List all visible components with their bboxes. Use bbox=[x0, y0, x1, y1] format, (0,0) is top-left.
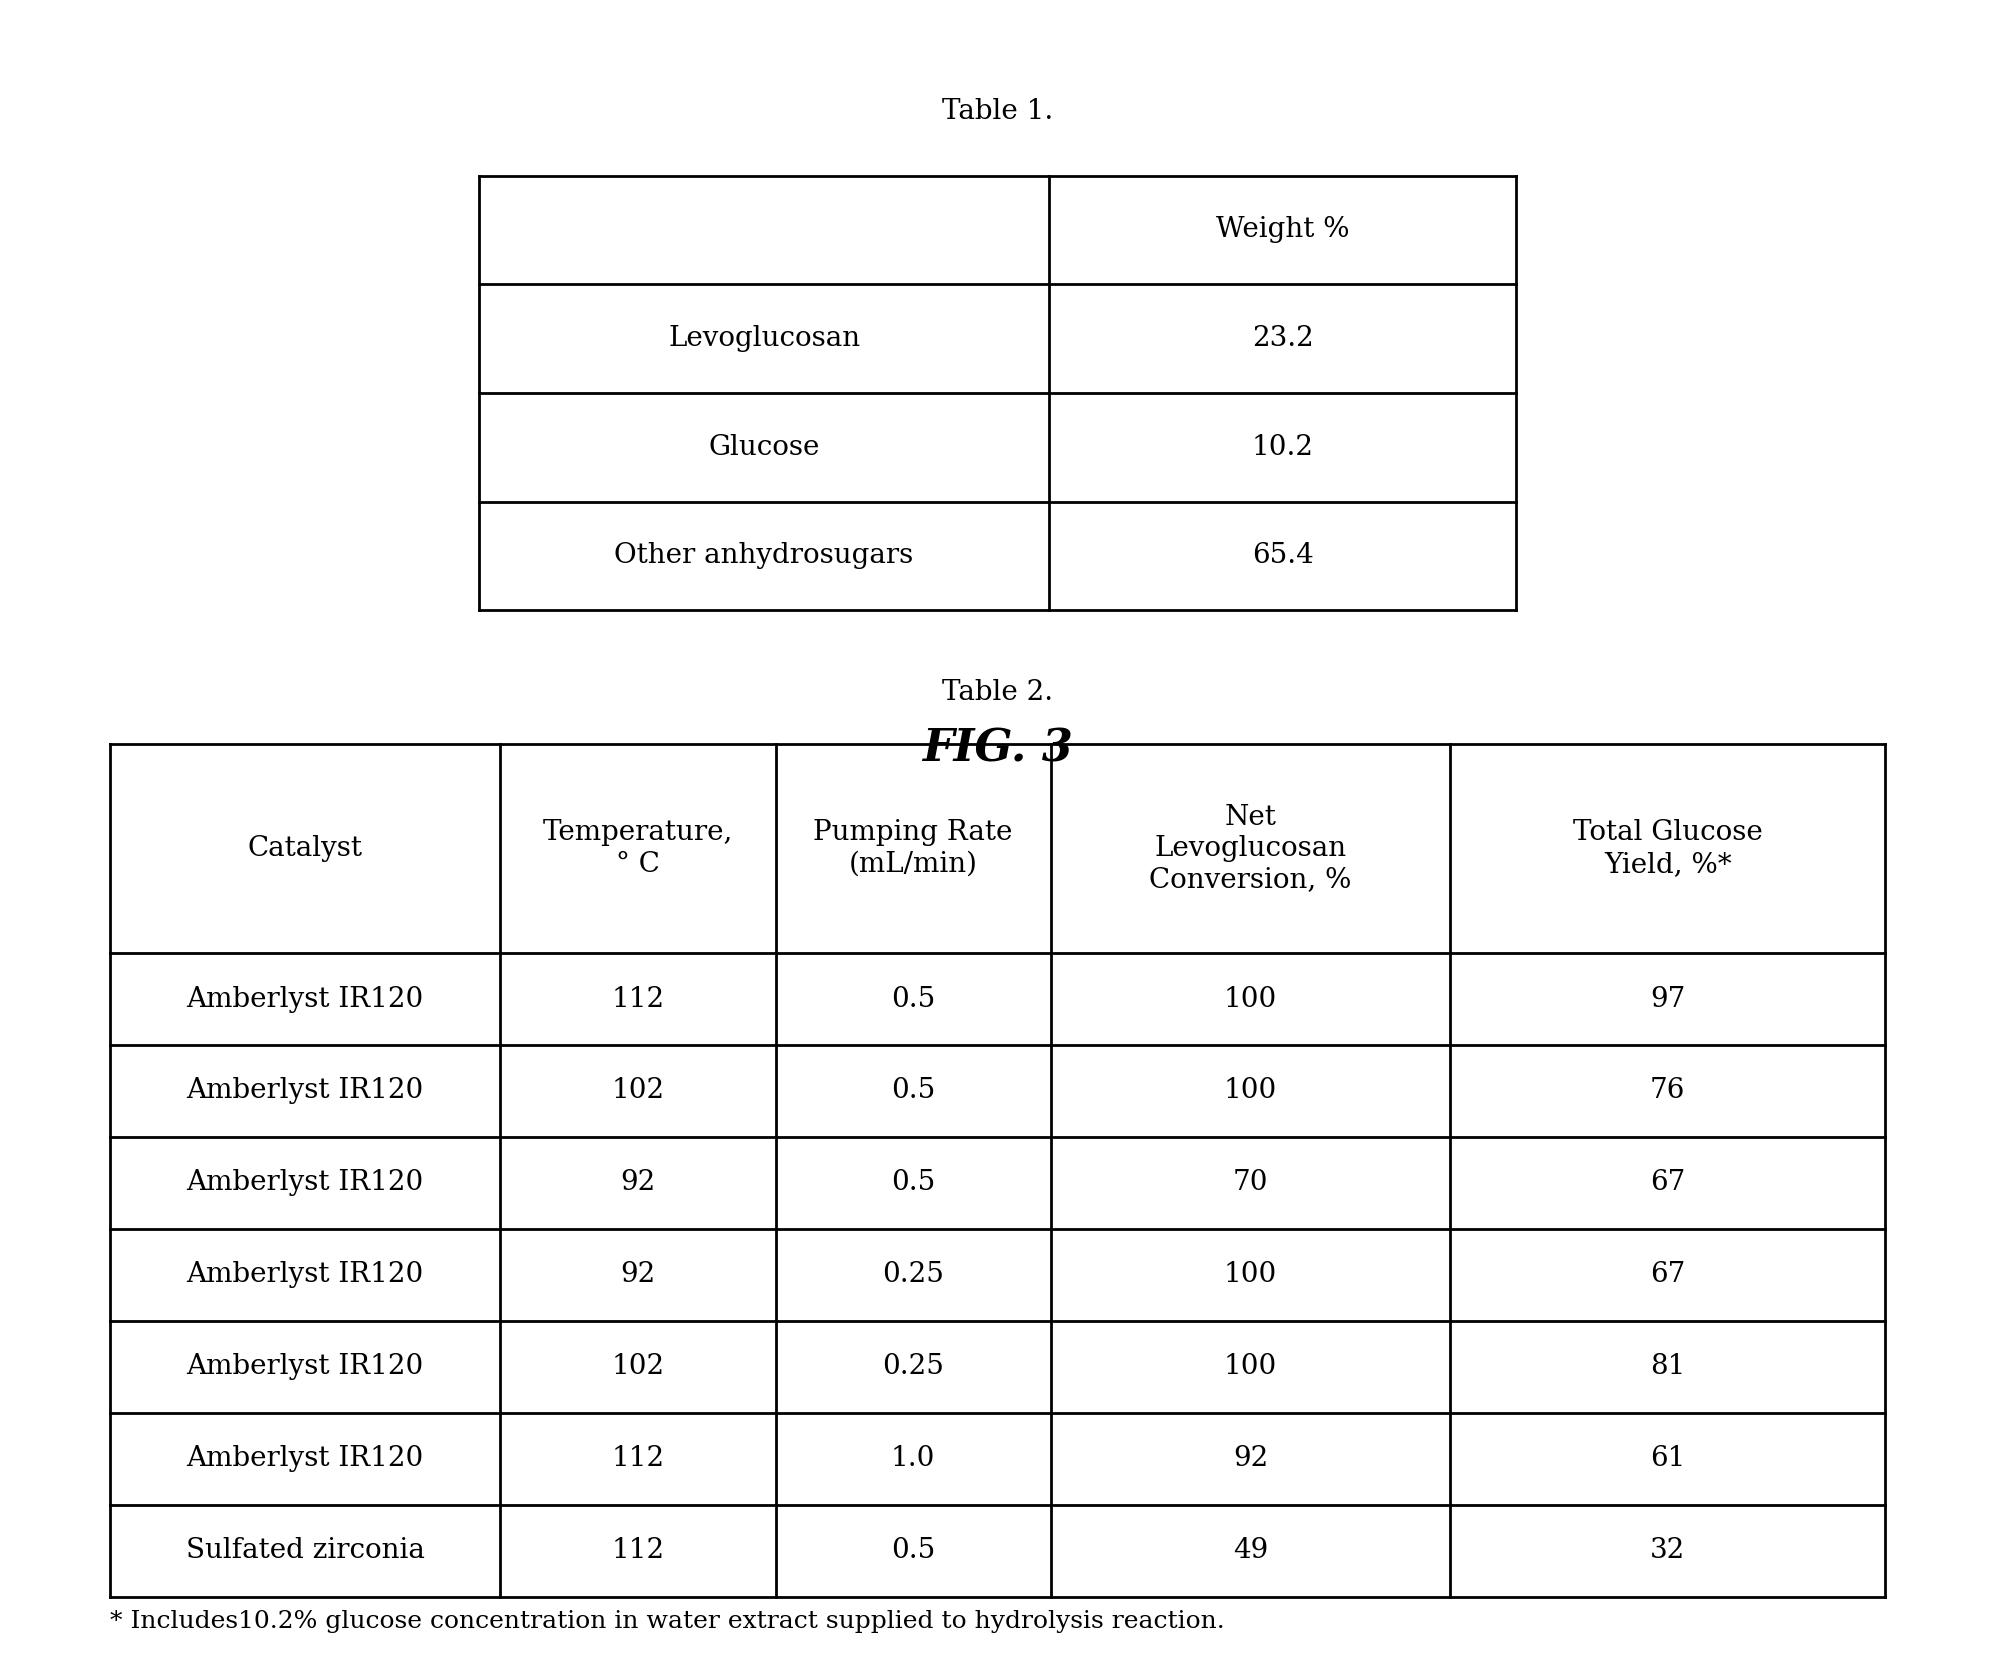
Text: Temperature,
° C: Temperature, ° C bbox=[543, 819, 732, 878]
Text: 112: 112 bbox=[610, 985, 664, 1013]
Text: 92: 92 bbox=[620, 1261, 656, 1289]
Text: Levoglucosan: Levoglucosan bbox=[668, 324, 860, 353]
Text: Sulfated zirconia: Sulfated zirconia bbox=[186, 1537, 425, 1565]
Text: 102: 102 bbox=[610, 1353, 664, 1381]
Text: 81: 81 bbox=[1650, 1353, 1686, 1381]
Text: 92: 92 bbox=[1233, 1445, 1269, 1473]
Text: Weight %: Weight % bbox=[1217, 216, 1349, 244]
Text: 10.2: 10.2 bbox=[1251, 433, 1315, 461]
Text: 70: 70 bbox=[1233, 1169, 1269, 1197]
Text: 61: 61 bbox=[1650, 1445, 1686, 1473]
Text: * Includes10.2% glucose concentration in water extract supplied to hydrolysis re: * Includes10.2% glucose concentration in… bbox=[110, 1610, 1225, 1634]
Text: Amberlyst IR120: Amberlyst IR120 bbox=[186, 1445, 423, 1473]
Text: 65.4: 65.4 bbox=[1253, 542, 1313, 570]
Text: 0.5: 0.5 bbox=[892, 1537, 936, 1565]
Text: 0.5: 0.5 bbox=[892, 985, 936, 1013]
Text: Amberlyst IR120: Amberlyst IR120 bbox=[186, 985, 423, 1013]
Text: 92: 92 bbox=[620, 1169, 656, 1197]
Text: 112: 112 bbox=[610, 1445, 664, 1473]
Text: Net
Levoglucosan
Conversion, %: Net Levoglucosan Conversion, % bbox=[1149, 804, 1353, 893]
Text: Glucose: Glucose bbox=[708, 433, 820, 461]
Text: 100: 100 bbox=[1223, 985, 1277, 1013]
Text: Amberlyst IR120: Amberlyst IR120 bbox=[186, 1261, 423, 1289]
Text: Amberlyst IR120: Amberlyst IR120 bbox=[186, 1169, 423, 1197]
Text: 23.2: 23.2 bbox=[1253, 324, 1313, 353]
Text: Amberlyst IR120: Amberlyst IR120 bbox=[186, 1353, 423, 1381]
Text: Pumping Rate
(mL/min): Pumping Rate (mL/min) bbox=[814, 819, 1013, 878]
Text: 100: 100 bbox=[1223, 1353, 1277, 1381]
Text: Total Glucose
Yield, %*: Total Glucose Yield, %* bbox=[1572, 819, 1764, 878]
Text: Catalyst: Catalyst bbox=[247, 834, 363, 863]
Text: 49: 49 bbox=[1233, 1537, 1269, 1565]
Text: 100: 100 bbox=[1223, 1077, 1277, 1105]
Text: 32: 32 bbox=[1650, 1537, 1686, 1565]
Text: 112: 112 bbox=[610, 1537, 664, 1565]
Text: 0.25: 0.25 bbox=[882, 1261, 944, 1289]
Text: 0.5: 0.5 bbox=[892, 1077, 936, 1105]
Text: 0.25: 0.25 bbox=[882, 1353, 944, 1381]
Text: 102: 102 bbox=[610, 1077, 664, 1105]
Text: 67: 67 bbox=[1650, 1261, 1686, 1289]
Text: FIG. 3: FIG. 3 bbox=[922, 727, 1073, 771]
Text: 100: 100 bbox=[1223, 1261, 1277, 1289]
Text: Table 1.: Table 1. bbox=[942, 99, 1053, 125]
Text: 1.0: 1.0 bbox=[892, 1445, 936, 1473]
Text: 67: 67 bbox=[1650, 1169, 1686, 1197]
Text: Other anhydrosugars: Other anhydrosugars bbox=[614, 542, 914, 570]
Text: 76: 76 bbox=[1650, 1077, 1686, 1105]
Text: Table 2.: Table 2. bbox=[942, 679, 1053, 706]
Text: 97: 97 bbox=[1650, 985, 1686, 1013]
Text: Amberlyst IR120: Amberlyst IR120 bbox=[186, 1077, 423, 1105]
Text: 0.5: 0.5 bbox=[892, 1169, 936, 1197]
